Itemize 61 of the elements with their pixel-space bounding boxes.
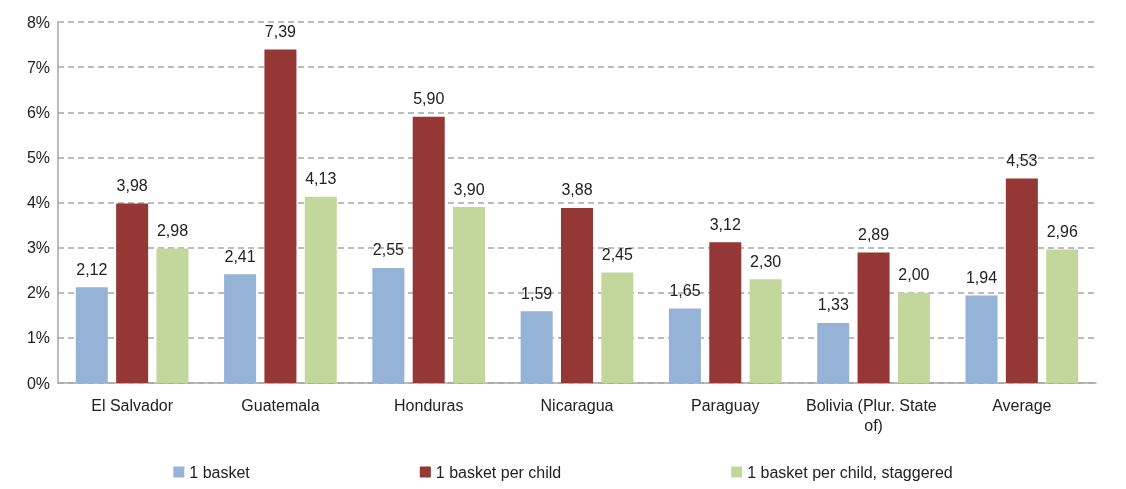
data-label: 4,53 [1006, 152, 1038, 170]
data-label: 2,89 [858, 226, 890, 244]
bar [520, 311, 553, 383]
x-tick-label: Nicaragua [540, 396, 614, 414]
bar [224, 274, 257, 383]
x-tick-label: Average [992, 396, 1052, 414]
data-label: 2,96 [1046, 222, 1078, 240]
bar [817, 322, 850, 383]
data-label: 2,98 [156, 222, 189, 240]
legend-label: 1 basket per child [435, 463, 562, 481]
data-label: 5,90 [413, 90, 445, 108]
y-tick-label: 1% [26, 329, 50, 347]
y-tick-label: 7% [26, 58, 50, 76]
legend-label: 1 basket per child, staggered [747, 463, 953, 481]
data-label: 2,00 [898, 266, 930, 284]
data-label: 2,55 [372, 241, 405, 259]
y-tick-label: 0% [26, 374, 50, 392]
y-tick-label: 2% [26, 284, 50, 302]
x-tick-label: Paraguay [691, 396, 760, 414]
y-tick-label: 3% [26, 239, 50, 257]
bar [156, 248, 189, 383]
bar [857, 252, 890, 383]
bar [264, 49, 297, 383]
data-label: 4,13 [305, 170, 337, 188]
y-tick-label: 6% [26, 103, 50, 121]
bar [1005, 178, 1038, 383]
y-tick-label: 4% [26, 194, 50, 211]
data-label: 3,88 [561, 181, 593, 199]
bar [560, 207, 594, 383]
bar [965, 295, 998, 383]
y-tick-label: 5% [26, 148, 50, 166]
x-tick-label: Guatemala [241, 396, 320, 414]
data-label: 7,39 [264, 23, 297, 41]
x-tick-label: Honduras [394, 396, 464, 414]
data-label: 2,30 [750, 252, 782, 270]
bar [412, 116, 445, 383]
legend-label: 1 basket [189, 463, 251, 481]
bar [1046, 249, 1079, 383]
bar [116, 203, 149, 383]
bar [897, 292, 930, 383]
bar [709, 242, 742, 383]
data-label: 2,41 [224, 247, 256, 265]
data-label: 1,65 [669, 282, 701, 300]
bar [601, 272, 634, 383]
data-label: 1,33 [817, 296, 849, 314]
data-label: 3,90 [453, 180, 485, 198]
bar [453, 207, 486, 383]
y-tick-label: 8% [26, 13, 50, 31]
data-label: 3,98 [116, 176, 148, 194]
data-label: 1,59 [521, 284, 553, 302]
bar [749, 279, 782, 383]
x-tick-label: El Salvador [91, 396, 174, 414]
bar [75, 287, 108, 383]
bar [372, 267, 405, 383]
x-tick-label: Bolivia (Plur. State of) [805, 396, 942, 434]
data-label: 2,12 [76, 260, 108, 278]
data-label: 3,12 [709, 215, 741, 233]
data-label: 2,45 [601, 245, 634, 263]
data-label: 1,94 [965, 268, 998, 286]
bar [668, 308, 701, 383]
bar [304, 196, 337, 383]
